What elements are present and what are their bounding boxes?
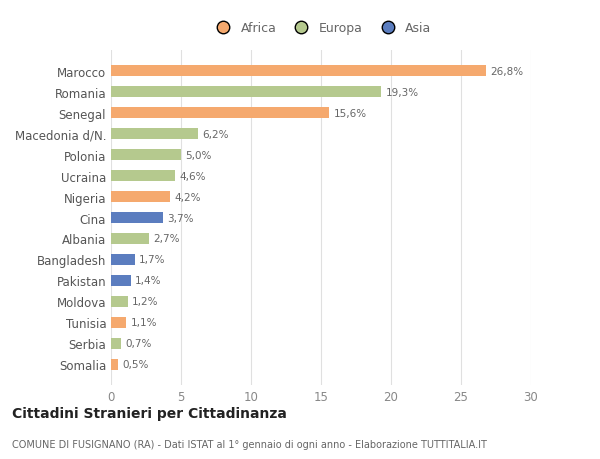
Text: 15,6%: 15,6% xyxy=(334,108,367,118)
Bar xyxy=(111,275,131,286)
Text: 4,6%: 4,6% xyxy=(179,171,206,181)
Bar xyxy=(111,150,181,161)
Text: 0,5%: 0,5% xyxy=(122,359,149,369)
Bar xyxy=(111,191,170,203)
Text: 0,7%: 0,7% xyxy=(125,339,151,349)
Legend: Africa, Europa, Asia: Africa, Europa, Asia xyxy=(207,18,435,39)
Text: Cittadini Stranieri per Cittadinanza: Cittadini Stranieri per Cittadinanza xyxy=(12,406,287,420)
Text: 1,2%: 1,2% xyxy=(132,297,158,307)
Bar xyxy=(111,359,118,370)
Bar xyxy=(111,338,121,349)
Bar xyxy=(111,212,163,224)
Bar xyxy=(111,87,381,98)
Text: 1,1%: 1,1% xyxy=(131,318,157,328)
Bar xyxy=(111,170,175,182)
Text: 2,7%: 2,7% xyxy=(153,234,179,244)
Bar xyxy=(111,107,329,119)
Bar xyxy=(111,296,128,308)
Bar xyxy=(111,254,135,266)
Text: 1,4%: 1,4% xyxy=(135,276,161,286)
Bar xyxy=(111,233,149,245)
Text: 6,2%: 6,2% xyxy=(202,129,229,139)
Bar xyxy=(111,129,198,140)
Text: COMUNE DI FUSIGNANO (RA) - Dati ISTAT al 1° gennaio di ogni anno - Elaborazione : COMUNE DI FUSIGNANO (RA) - Dati ISTAT al… xyxy=(12,439,487,449)
Text: 19,3%: 19,3% xyxy=(385,87,419,97)
Text: 3,7%: 3,7% xyxy=(167,213,193,223)
Bar xyxy=(111,317,127,329)
Bar xyxy=(111,66,486,77)
Text: 1,7%: 1,7% xyxy=(139,255,166,265)
Text: 5,0%: 5,0% xyxy=(185,150,212,160)
Text: 26,8%: 26,8% xyxy=(490,67,524,77)
Text: 4,2%: 4,2% xyxy=(174,192,200,202)
